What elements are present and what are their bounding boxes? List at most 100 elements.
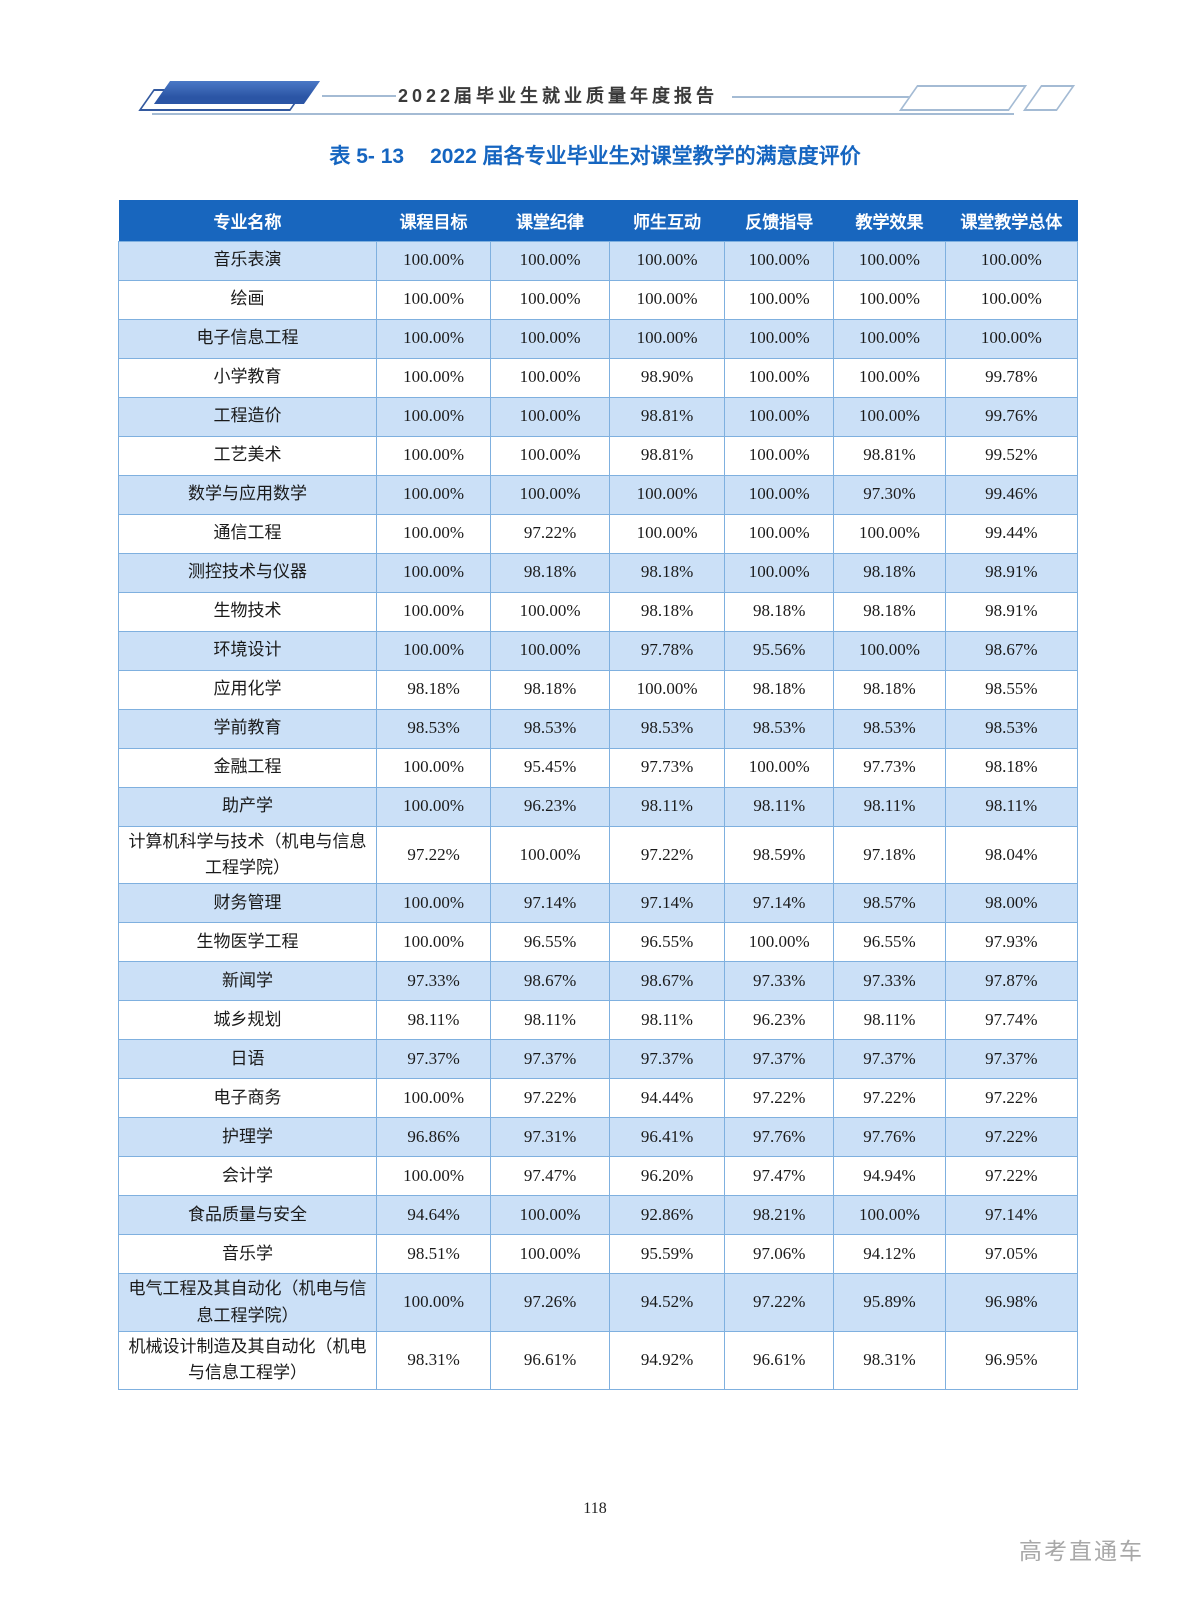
value-cell: 98.11% xyxy=(608,786,726,827)
value-cell: 98.18% xyxy=(608,591,726,632)
value-cell: 98.11% xyxy=(724,786,835,827)
value-cell: 97.22% xyxy=(375,825,492,885)
value-cell: 100.00% xyxy=(608,318,726,359)
value-cell: 100.00% xyxy=(490,396,610,437)
column-header: 反馈指导 xyxy=(724,200,834,241)
major-name-cell: 机械设计制造及其自动化（机电与信息工程学） xyxy=(118,1330,377,1390)
value-cell: 100.00% xyxy=(608,513,726,554)
value-cell: 100.00% xyxy=(833,279,946,320)
value-cell: 97.22% xyxy=(608,825,726,885)
value-cell: 97.14% xyxy=(724,883,835,924)
value-cell: 97.22% xyxy=(724,1078,835,1119)
value-cell: 100.00% xyxy=(375,1273,492,1332)
value-cell: 98.51% xyxy=(375,1234,492,1275)
value-cell: 100.00% xyxy=(944,240,1079,281)
value-cell: 96.95% xyxy=(944,1330,1079,1390)
value-cell: 97.33% xyxy=(375,961,492,1002)
value-cell: 100.00% xyxy=(490,630,610,671)
value-cell: 94.12% xyxy=(833,1234,946,1275)
table-caption-label: 表 5- 13 xyxy=(329,145,405,168)
major-name-cell: 测控技术与仪器 xyxy=(118,552,377,593)
value-cell: 100.00% xyxy=(375,396,492,437)
table-row: 日语 97.37% 97.37% 97.37% 97.37% 97.37% 97.37% xyxy=(118,1039,1079,1080)
table-caption-title: 2022 届各专业毕业生对课堂教学的满意度评价 xyxy=(430,145,861,168)
value-cell: 100.00% xyxy=(608,240,726,281)
value-cell: 98.53% xyxy=(944,708,1079,749)
major-name-cell: 音乐表演 xyxy=(118,240,377,281)
value-cell: 98.55% xyxy=(944,669,1079,710)
value-cell: 97.37% xyxy=(944,1039,1079,1080)
value-cell: 97.22% xyxy=(490,1078,610,1119)
value-cell: 95.89% xyxy=(833,1273,946,1332)
major-name-cell: 生物技术 xyxy=(118,591,377,632)
value-cell: 100.00% xyxy=(833,630,946,671)
value-cell: 100.00% xyxy=(490,279,610,320)
value-cell: 99.44% xyxy=(944,513,1079,554)
table-row: 通信工程 100.00% 97.22% 100.00% 100.00% 100.00% 99… xyxy=(118,513,1079,554)
value-cell: 99.76% xyxy=(944,396,1079,437)
major-name-cell: 电子商务 xyxy=(118,1078,377,1119)
value-cell: 97.73% xyxy=(608,747,726,788)
table-caption: 表 5- 13 2022 届各专业毕业生对课堂教学的满意度评价 xyxy=(0,140,1190,170)
value-cell: 96.23% xyxy=(490,786,610,827)
value-cell: 100.00% xyxy=(375,747,492,788)
table-row: 电子信息工程 100.00% 100.00% 100.00% 100.00% 100.00… xyxy=(118,318,1079,359)
value-cell: 98.31% xyxy=(833,1330,946,1390)
value-cell: 100.00% xyxy=(608,474,726,515)
value-cell: 100.00% xyxy=(724,747,835,788)
major-name-cell: 财务管理 xyxy=(118,883,377,924)
value-cell: 96.86% xyxy=(375,1117,492,1158)
page-number: 118 xyxy=(583,1500,607,1517)
value-cell: 94.92% xyxy=(608,1330,726,1390)
value-cell: 96.55% xyxy=(608,922,726,963)
banner-divider-line-right xyxy=(732,96,910,98)
value-cell: 98.04% xyxy=(944,825,1079,885)
value-cell: 98.11% xyxy=(490,1000,610,1041)
value-cell: 98.18% xyxy=(490,669,610,710)
major-name-cell: 日语 xyxy=(118,1039,377,1080)
value-cell: 98.67% xyxy=(608,961,726,1002)
table-row: 测控技术与仪器 100.00% 98.18% 98.18% 100.00% 98.18% 9… xyxy=(118,552,1079,593)
table-row: 护理学 96.86% 97.31% 96.41% 97.76% 97.76% 97.22% xyxy=(118,1117,1079,1158)
value-cell: 97.18% xyxy=(833,825,946,885)
value-cell: 98.21% xyxy=(724,1195,835,1236)
value-cell: 97.06% xyxy=(724,1234,835,1275)
value-cell: 98.67% xyxy=(944,630,1079,671)
value-cell: 97.78% xyxy=(608,630,726,671)
banner-parallelogram-outline-right xyxy=(898,85,1028,111)
banner-parallelogram-outline-right-small xyxy=(1022,85,1076,111)
value-cell: 98.18% xyxy=(724,669,835,710)
value-cell: 98.67% xyxy=(490,961,610,1002)
value-cell: 100.00% xyxy=(375,552,492,593)
value-cell: 97.76% xyxy=(833,1117,946,1158)
value-cell: 98.81% xyxy=(608,396,726,437)
table-header-row: 专业名称 课程目标 课堂纪律 师生互动 反馈指导 教学效果 课堂教学总体 xyxy=(118,200,1078,241)
table-row: 小学教育 100.00% 100.00% 98.90% 100.00% 100.00% 99… xyxy=(118,357,1079,398)
value-cell: 100.00% xyxy=(375,318,492,359)
table-row: 数学与应用数学 100.00% 100.00% 100.00% 100.00% 97.30… xyxy=(118,474,1079,515)
value-cell: 96.55% xyxy=(833,922,946,963)
value-cell: 97.22% xyxy=(724,1273,835,1332)
value-cell: 97.47% xyxy=(490,1156,610,1197)
table-row: 应用化学 98.18% 98.18% 100.00% 98.18% 98.18% 98.55… xyxy=(118,669,1079,710)
major-name-cell: 绘画 xyxy=(118,279,377,320)
table-row: 机械设计制造及其自动化（机电与信息工程学） 98.31% 96.61% 94.92% 9… xyxy=(118,1330,1079,1390)
value-cell: 100.00% xyxy=(375,513,492,554)
banner-parallelogram-solid-left xyxy=(153,81,321,104)
column-header: 专业名称 xyxy=(118,200,377,241)
value-cell: 100.00% xyxy=(833,357,946,398)
value-cell: 96.23% xyxy=(724,1000,835,1041)
value-cell: 98.53% xyxy=(724,708,835,749)
value-cell: 100.00% xyxy=(490,825,610,885)
value-cell: 100.00% xyxy=(833,240,946,281)
value-cell: 98.18% xyxy=(490,552,610,593)
value-cell: 98.18% xyxy=(375,669,492,710)
table-row: 计算机科学与技术（机电与信息工程学院） 97.22% 100.00% 97.22% 98… xyxy=(118,825,1079,885)
value-cell: 98.18% xyxy=(833,591,946,632)
value-cell: 97.26% xyxy=(490,1273,610,1332)
value-cell: 98.31% xyxy=(375,1330,492,1390)
value-cell: 98.81% xyxy=(833,435,946,476)
value-cell: 98.53% xyxy=(608,708,726,749)
major-name-cell: 计算机科学与技术（机电与信息工程学院） xyxy=(118,825,377,885)
value-cell: 98.00% xyxy=(944,883,1079,924)
